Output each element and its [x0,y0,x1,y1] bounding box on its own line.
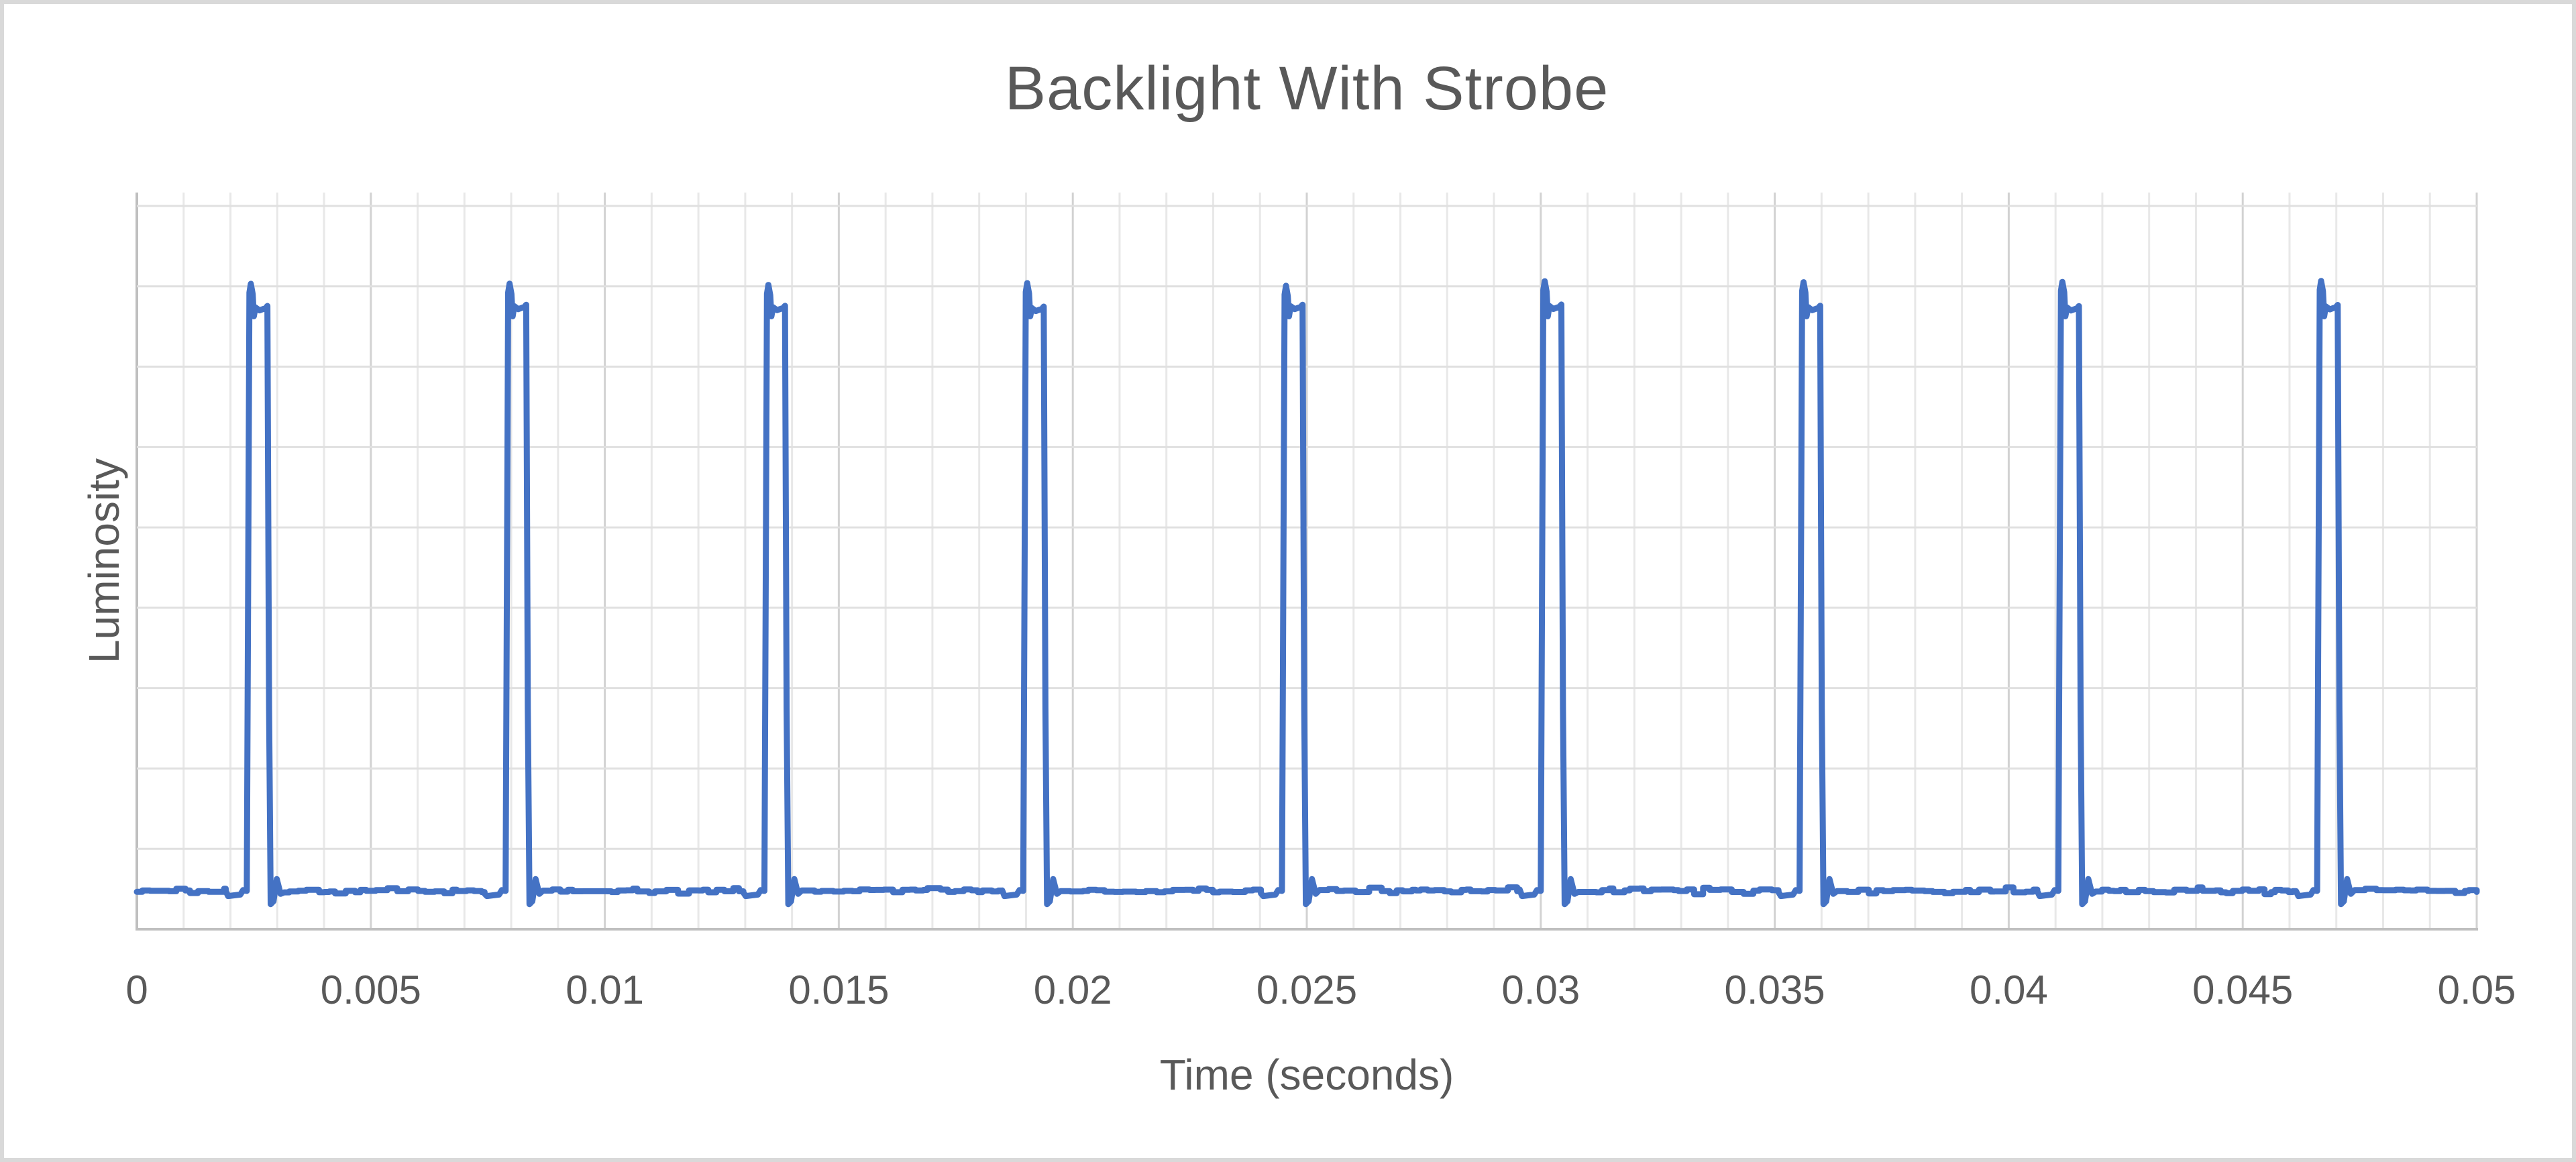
x-tick-label: 0.025 [1256,967,1357,1012]
x-tick-label: 0.045 [2192,967,2293,1012]
x-tick-label: 0.03 [1501,967,1580,1012]
x-tick-label: 0.035 [1725,967,1825,1012]
chart-title: Backlight With Strobe [1004,54,1609,123]
x-tick-label: 0.02 [1034,967,1112,1012]
x-tick-label: 0.05 [2438,967,2516,1012]
x-tick-label: 0.01 [566,967,644,1012]
x-tick-label: 0.04 [1970,967,2048,1012]
x-tick-label: 0.015 [788,967,889,1012]
x-axis-title: Time (seconds) [1159,1051,1454,1099]
luminosity-series-line [133,278,2480,908]
x-tick-label: 0 [125,967,148,1012]
x-tick-label: 0.005 [321,967,421,1012]
